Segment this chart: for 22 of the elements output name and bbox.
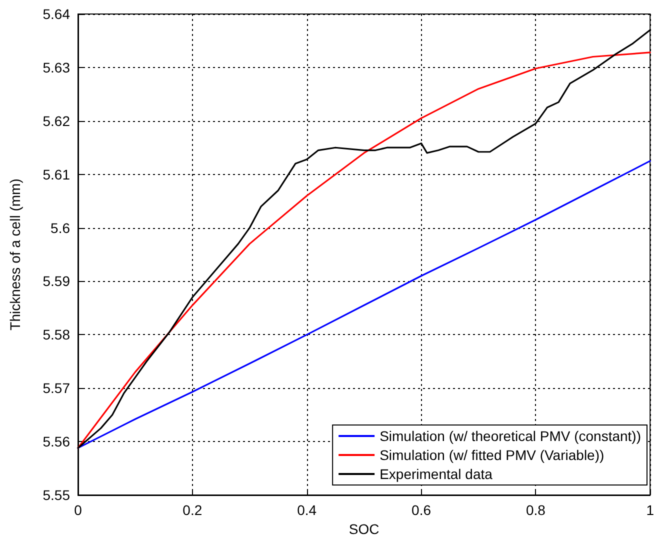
legend-label: Simulation (w/ theoretical PMV (constant)) — [380, 428, 642, 444]
x-tick-label: 0 — [74, 502, 82, 518]
y-tick-label: 5.59 — [42, 273, 70, 290]
x-tick-label: 0.8 — [526, 502, 546, 518]
x-tick-label: 1 — [646, 502, 654, 518]
x-tick-label: 0.2 — [182, 502, 202, 518]
legend-label: Simulation (w/ fitted PMV (Variable)) — [380, 447, 604, 463]
x-tick-label: 0.6 — [412, 502, 432, 518]
x-axis-title: SOC — [348, 520, 380, 537]
y-axis-title: Thickness of a cell (mm) — [7, 178, 23, 330]
legend-label: Experimental data — [380, 466, 493, 482]
y-tick-label: 5.64 — [42, 6, 70, 22]
y-tick-label: 5.61 — [42, 166, 70, 182]
y-tick-label: 5.6 — [50, 220, 70, 236]
y-tick-label: 5.58 — [42, 326, 70, 343]
y-tick-label: 5.62 — [42, 112, 70, 129]
y-tick-label: 5.63 — [42, 59, 70, 76]
y-tick-label: 5.56 — [42, 434, 70, 450]
y-tick-label: 5.55 — [42, 487, 70, 503]
x-tick-label: 0.4 — [297, 502, 317, 518]
line-series — [77, 160, 651, 449]
y-tick-label: 5.57 — [42, 380, 70, 396]
